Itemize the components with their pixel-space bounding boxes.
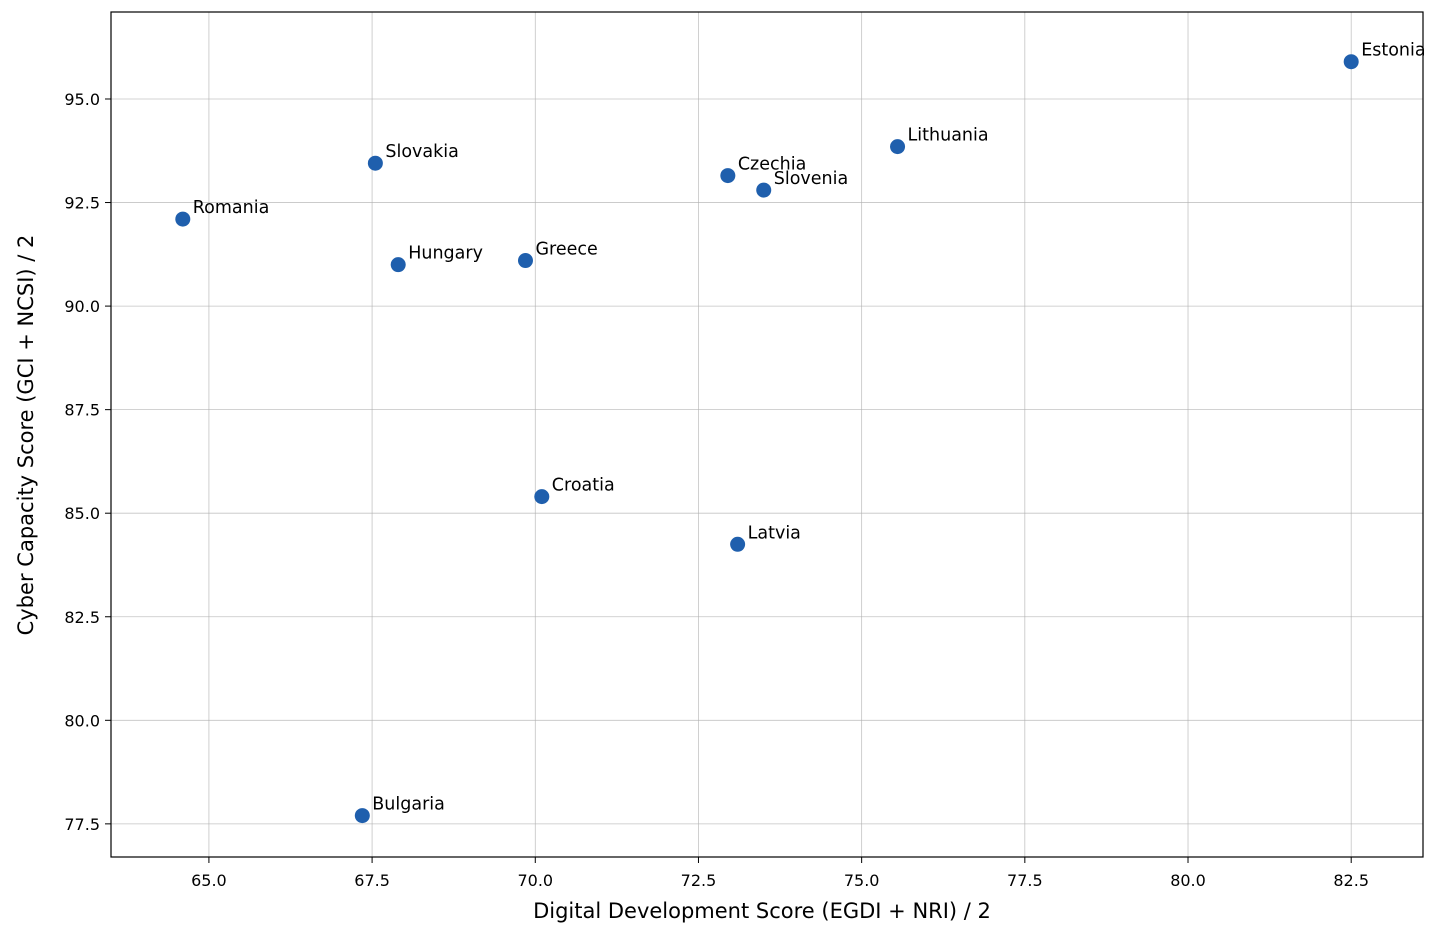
point-label: Croatia (552, 476, 615, 496)
data-point (730, 536, 746, 552)
x-tick-label: 65.0 (191, 871, 227, 890)
x-tick-label: 67.5 (354, 871, 390, 890)
data-point (1343, 54, 1359, 70)
x-axis-label: Digital Development Score (EGDI + NRI) /… (533, 899, 991, 923)
point-label: Hungary (408, 244, 483, 264)
x-tick-label: 77.5 (1007, 871, 1043, 890)
data-point (890, 139, 906, 155)
data-point (354, 808, 370, 824)
grid (111, 12, 1423, 857)
x-tick-label: 80.0 (1170, 871, 1206, 890)
x-tick-label: 82.5 (1333, 871, 1369, 890)
data-point (534, 489, 550, 505)
y-tick-label: 95.0 (64, 90, 100, 109)
data-point (390, 257, 406, 273)
point-label: Slovakia (385, 142, 458, 162)
point-label: Greece (535, 240, 597, 260)
y-axis: 77.5 80.0 82.5 85.0 87.5 90.0 92.5 95.0 (64, 90, 111, 834)
x-tick-label: 70.0 (517, 871, 553, 890)
y-tick-label: 82.5 (64, 608, 100, 627)
point-label: Romania (193, 198, 270, 218)
x-tick-label: 72.5 (681, 871, 717, 890)
data-point (175, 211, 191, 227)
point-label: Czechia (738, 155, 806, 175)
data-point (756, 182, 772, 198)
point-label: Bulgaria (372, 795, 445, 815)
x-axis: 65.0 67.5 70.0 72.5 75.0 77.5 80.0 82.5 (191, 857, 1369, 890)
x-tick-label: 75.0 (844, 871, 880, 890)
y-axis-label: Cyber Capacity Score (GCI + NCSI) / 2 (14, 235, 38, 636)
y-tick-label: 80.0 (64, 711, 100, 730)
y-tick-label: 90.0 (64, 297, 100, 316)
y-tick-label: 87.5 (64, 401, 100, 420)
data-point (367, 155, 383, 171)
y-tick-label: 92.5 (64, 194, 100, 213)
point-label: Slovenia (774, 169, 848, 189)
point-label: Estonia (1361, 41, 1425, 61)
plot-frame (110, 11, 1424, 858)
point-label: Lithuania (908, 126, 989, 146)
data-point (720, 168, 736, 184)
y-tick-label: 77.5 (64, 815, 100, 834)
point-label: Latvia (748, 523, 801, 543)
data-point (517, 253, 533, 269)
y-tick-label: 85.0 (64, 504, 100, 523)
